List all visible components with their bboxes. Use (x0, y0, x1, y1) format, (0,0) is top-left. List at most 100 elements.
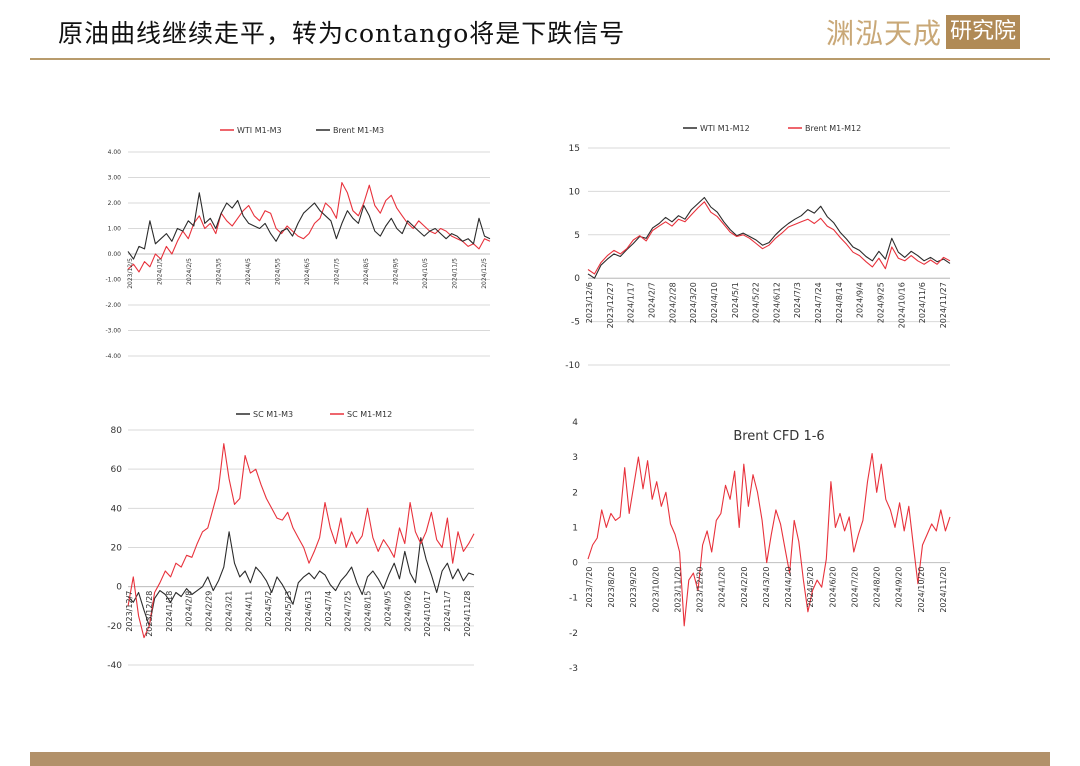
y-tick-label: 1 (572, 523, 578, 533)
company-logo: 渊泓天成 研究院 (826, 12, 1021, 52)
y-tick-label: 10 (569, 187, 581, 197)
y-tick-label: -40 (107, 661, 122, 671)
x-tick-label: 2024/9/5 (383, 591, 392, 627)
x-tick-label: 2024/5/22 (752, 282, 761, 323)
legend-label: SC M1-M3 (253, 410, 293, 419)
logo-research-badge: 研究院 (946, 15, 1021, 49)
x-tick-label: 2024/4/20 (784, 567, 793, 608)
series-line (127, 531, 475, 627)
y-tick-label: -1.00 (105, 277, 121, 284)
x-tick-label: 2024/5/20 (806, 567, 815, 608)
x-tick-label: 2024/9/26 (403, 591, 412, 632)
x-tick-label: 2024/9/5 (393, 258, 400, 285)
x-tick-label: 2024/11/27 (939, 282, 948, 328)
x-tick-label: 2024/10/16 (897, 282, 906, 328)
x-tick-label: 2024/2/5 (186, 258, 193, 285)
x-tick-label: 2024/7/3 (793, 282, 802, 318)
y-tick-label: 40 (111, 504, 123, 514)
y-tick-label: 20 (111, 544, 123, 554)
series-line (587, 201, 951, 275)
x-tick-label: 2024/1/18 (165, 591, 174, 632)
chart-3: 80 60 40 20 0 -20 -40 SC M1-M3 SC M1-M12 2023/12/… (107, 410, 475, 671)
x-tick-label: 2023/12/6 (585, 282, 594, 323)
x-tick-label: 2024/5/2 (264, 591, 273, 627)
x-tick-label: 2024/10/20 (917, 567, 926, 613)
y-tick-label: -2 (569, 629, 578, 639)
x-tick-label: 2023/9/20 (629, 567, 638, 608)
x-tick-label: 2024/11/7 (443, 591, 452, 632)
chart-2: 15 10 5 0 -5 -10 WTI M1-M12 Brent M1-M12 2023/12… (565, 124, 951, 371)
x-tick-label: 2023/12/27 (606, 282, 615, 328)
x-tick-label: 2024/3/5 (216, 258, 223, 285)
x-tick-label: 2024/2/7 (647, 282, 656, 318)
y-tick-label: 2.00 (108, 200, 122, 207)
x-tick-label: 2024/2/8 (185, 591, 194, 627)
x-tick-label: 2024/6/20 (828, 567, 837, 608)
x-tick-label: 2024/4/5 (245, 258, 252, 285)
x-tick-label: 2024/2/28 (668, 282, 677, 323)
y-tick-label: 3 (572, 453, 578, 463)
x-tick-label: 2024/5/23 (284, 591, 293, 632)
y-tick-label: 4 (572, 418, 578, 428)
y-tick-label: 3.00 (108, 175, 122, 182)
x-tick-label: 2024/8/5 (363, 258, 370, 285)
y-tick-label: -20 (107, 622, 122, 632)
y-tick-label: 0 (116, 583, 122, 593)
x-tick-label: 2024/11/5 (452, 258, 459, 289)
series-line (587, 196, 951, 279)
legend-label: Brent M1-M3 (333, 126, 384, 135)
y-tick-label: -3.00 (105, 328, 121, 335)
y-tick-label: 5 (574, 231, 580, 241)
x-tick-label: 2024/8/20 (873, 567, 882, 608)
x-tick-label: 2024/4/10 (710, 282, 719, 323)
x-tick-label: 2023/12/7 (125, 591, 134, 632)
x-tick-label: 2024/7/5 (334, 258, 341, 285)
legend-label: Brent M1-M12 (805, 124, 861, 133)
x-tick-label: 2023/12/28 (145, 591, 154, 637)
x-tick-label: 2024/9/20 (895, 567, 904, 608)
x-tick-label: 2024/7/4 (324, 591, 333, 627)
chart-1: 4.00 3.00 2.00 1.00 0.00 -1.00 -2.00 -3.00 -4.00… (105, 126, 491, 360)
x-tick-label: 2024/8/15 (364, 591, 373, 632)
x-tick-label: 2023/10/20 (651, 567, 660, 613)
x-tick-label: 2023/8/20 (607, 567, 616, 608)
header-divider (30, 58, 1050, 60)
x-tick-label: 2024/9/25 (877, 282, 886, 323)
y-tick-label: 1.00 (108, 226, 122, 233)
x-tick-label: 2024/7/24 (814, 282, 823, 323)
series-line (127, 192, 491, 260)
x-tick-label: 2024/10/17 (423, 591, 432, 637)
x-tick-label: 2024/4/11 (244, 591, 253, 632)
x-tick-label: 2024/2/20 (740, 567, 749, 608)
y-tick-label: 0.00 (108, 251, 122, 258)
y-tick-label: 15 (569, 144, 580, 154)
legend-label: WTI M1-M3 (237, 126, 282, 135)
x-tick-label: 2024/2/29 (205, 591, 214, 632)
x-tick-label: 2024/5/1 (731, 282, 740, 318)
y-tick-label: 4.00 (108, 149, 122, 156)
x-tick-label: 2023/7/20 (585, 567, 594, 608)
y-tick-label: 0 (572, 559, 578, 569)
x-tick-label: 2024/11/28 (463, 591, 472, 637)
x-tick-label: 2024/1/17 (627, 282, 636, 323)
x-tick-label: 2024/12/5 (481, 258, 488, 289)
x-tick-label: 2023/12/20 (696, 567, 705, 613)
x-tick-label: 2024/6/12 (772, 282, 781, 323)
x-tick-label: 2024/3/20 (762, 567, 771, 608)
x-tick-label: 2024/3/21 (224, 591, 233, 632)
x-tick-label: 2024/1/20 (718, 567, 727, 608)
x-tick-label: 2024/11/6 (918, 282, 927, 323)
x-tick-label: 2024/1/5 (157, 258, 164, 285)
legend-label: SC M1-M12 (347, 410, 392, 419)
y-tick-label: 80 (111, 426, 123, 436)
x-tick-label: 2024/7/20 (851, 567, 860, 608)
y-tick-label: -10 (565, 361, 580, 371)
y-tick-label: 60 (111, 465, 123, 475)
chart-4: 4 3 2 1 0 -1 -2 -3 Brent CFD 1-6 2023/7/20 2023/8/… (569, 418, 951, 674)
series-line (587, 453, 951, 627)
y-tick-label: -4.00 (105, 353, 121, 360)
y-tick-label: 0 (574, 274, 580, 284)
x-tick-label: 2024/8/14 (835, 282, 844, 323)
y-tick-label: -1 (569, 594, 578, 604)
